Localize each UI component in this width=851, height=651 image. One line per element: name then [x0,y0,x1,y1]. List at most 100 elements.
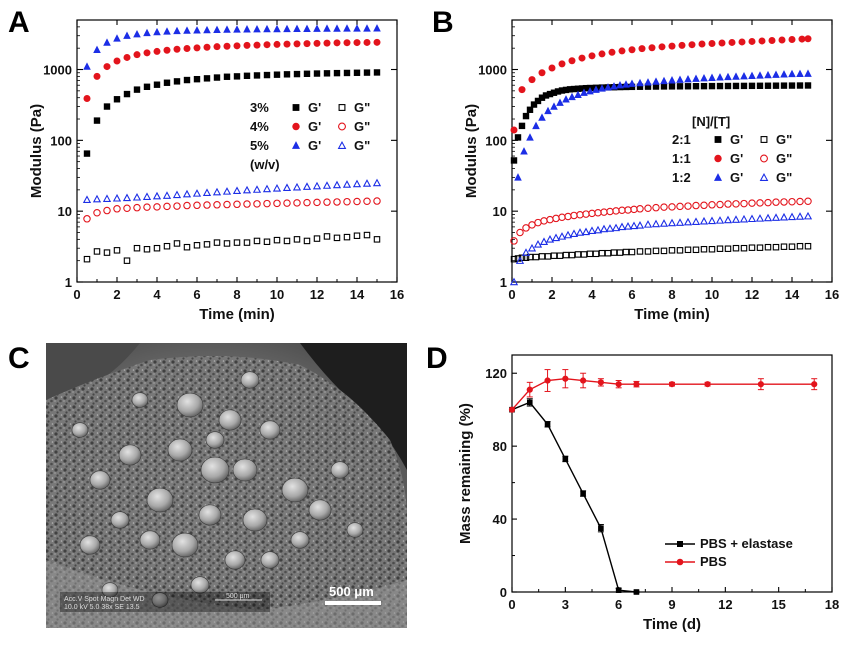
data-point [163,242,171,250]
data-point [580,490,586,497]
legend-title: [N]/[T] [692,114,730,129]
data-point [617,222,627,231]
microsphere [146,487,174,513]
data-point [93,248,101,255]
data-point [684,74,692,83]
data-point [716,73,724,81]
microsphere [260,551,280,569]
data-point [643,220,653,228]
series-5-g- [82,178,382,203]
data-point [293,40,301,48]
data-point [193,242,201,249]
data-point [363,69,371,76]
data-point [804,82,812,89]
data-point [103,206,111,215]
data-point [548,64,556,72]
data-point [612,207,620,215]
data-point [652,203,660,212]
series-pbs-elastase [509,398,640,595]
data-point [628,248,636,256]
data-point [518,86,526,94]
data-point [323,24,331,32]
data-point [556,98,564,106]
data-point [526,106,534,113]
data-point [580,251,588,258]
data-point [582,210,590,218]
data-point [554,88,562,95]
data-point [704,381,711,388]
series-4-g- [83,38,381,102]
chart-b: 0 2 4 6 8 10 12 14 16 1 10 100 1000 Time (min) Modulus… [463,19,839,323]
data-point [233,25,241,33]
data-point [748,71,756,80]
data-point [779,212,789,221]
data-point [133,203,141,212]
data-point [558,60,566,68]
series-1-2-g- [514,69,812,181]
legend-label: 4% [250,119,269,134]
data-point [293,70,301,78]
data-point [212,187,222,196]
data-point [659,219,669,227]
series-line [511,377,815,411]
data-point [223,200,231,209]
data-point [233,42,241,50]
data-point [618,47,626,55]
legend-gprime: G' [730,170,743,185]
data-point [768,36,776,44]
data-point [303,40,311,48]
data-point [756,71,764,79]
data-point [740,71,748,80]
legend-marker-filled [714,173,722,181]
data-point [756,244,764,251]
x-tick-label: 15 [771,597,785,612]
data-point [598,50,606,58]
data-point [562,251,570,259]
data-point [538,113,546,121]
data-point [193,75,201,83]
data-point [616,81,624,89]
data-point [173,78,181,85]
data-point [586,250,594,258]
series-2-1-g- [510,242,812,263]
data-point [544,421,551,428]
microsphere [79,535,101,555]
data-point [343,39,351,47]
data-point [580,88,588,96]
data-point [262,184,272,193]
data-point [636,248,644,255]
data-point [323,70,331,77]
data-point [700,73,708,82]
chart-a: 0 2 4 6 8 10 12 14 16 1 10 100 1000 Time (min) Modulus… [28,19,404,323]
y-tick-label: 120 [485,366,507,381]
data-point [728,38,736,46]
data-point [223,73,231,80]
data-point [796,197,804,206]
data-point [522,224,530,232]
data-point [373,197,381,205]
data-point [508,406,516,413]
legend: 3% G' G" 4% G' G" 5% G' G" (w/v) [250,100,370,172]
data-point [273,71,281,78]
data-point [594,208,602,217]
x-tick-label: 3 [562,597,569,612]
data-point [223,240,231,247]
data-point [143,203,151,211]
data-point [223,42,231,50]
data-point [520,147,528,155]
data-point [684,246,692,254]
data-point [798,35,806,43]
series-5-g- [83,24,381,70]
data-point [756,82,764,89]
data-point [748,199,756,207]
data-point [698,40,706,48]
y-axis-title: Mass remaining (%) [457,403,474,544]
data-point [648,44,656,52]
data-point [332,180,342,189]
data-point [112,193,122,202]
data-point [675,218,685,226]
legend-marker-filled [714,136,722,143]
data-point [293,199,301,207]
microsphere [171,532,199,558]
data-point [313,198,321,207]
